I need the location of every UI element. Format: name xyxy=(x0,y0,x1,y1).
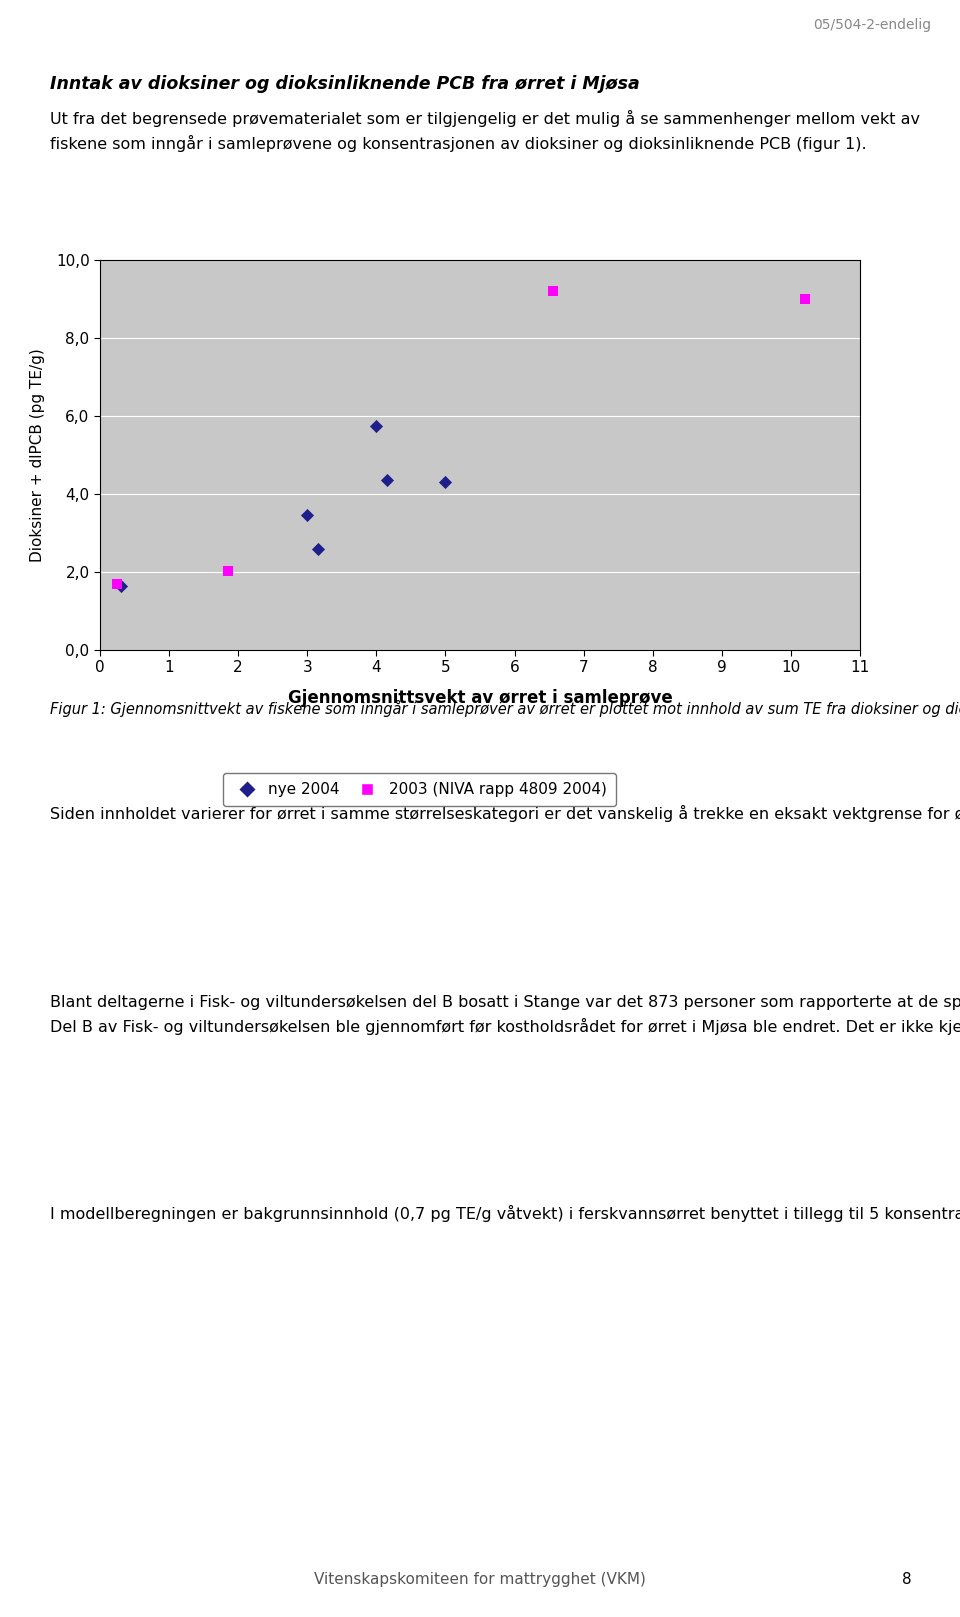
Text: I modellberegningen er bakgrunnsinnhold (0,7 pg TE/g våtvekt) i ferskvannsørret : I modellberegningen er bakgrunnsinnhold … xyxy=(50,1205,960,1222)
Point xyxy=(797,286,812,312)
Text: Figur 1: Gjennomsnittvekt av fiskene som inngår i samleprøver av ørret er plotte: Figur 1: Gjennomsnittvekt av fiskene som… xyxy=(50,700,960,716)
Point xyxy=(113,572,129,598)
Legend: nye 2004, 2003 (NIVA rapp 4809 2004): nye 2004, 2003 (NIVA rapp 4809 2004) xyxy=(223,773,615,807)
Point xyxy=(545,278,561,304)
Point xyxy=(109,571,125,597)
Text: Ut fra det begrensede prøvematerialet som er tilgjengelig er det mulig å se samm: Ut fra det begrensede prøvematerialet so… xyxy=(50,110,920,152)
Text: 05/504-2-endelig: 05/504-2-endelig xyxy=(813,18,931,32)
Point xyxy=(220,558,235,584)
Text: Inntak av dioksiner og dioksinliknende PCB fra ørret i Mjøsa: Inntak av dioksiner og dioksinliknende P… xyxy=(50,74,639,94)
Point xyxy=(310,535,325,561)
Text: Siden innholdet varierer for ørret i samme størrelseskategori er det vanskelig å: Siden innholdet varierer for ørret i sam… xyxy=(50,805,960,821)
Text: Vitenskapskomiteen for mattrygghet (VKM): Vitenskapskomiteen for mattrygghet (VKM) xyxy=(314,1572,646,1586)
Point xyxy=(300,503,315,529)
Point xyxy=(438,469,453,495)
Text: 8: 8 xyxy=(902,1572,912,1586)
Point xyxy=(369,412,384,438)
Point xyxy=(379,467,395,493)
X-axis label: Gjennomsnittsvekt av ørret i samleprøve: Gjennomsnittsvekt av ørret i samleprøve xyxy=(288,689,672,707)
Y-axis label: Dioksiner + dlPCB (pg TE/g): Dioksiner + dlPCB (pg TE/g) xyxy=(30,348,45,561)
Text: Blant deltagerne i Fisk- og viltundersøkelsen del B bosatt i Stange var det 873 : Blant deltagerne i Fisk- og viltundersøk… xyxy=(50,994,960,1035)
